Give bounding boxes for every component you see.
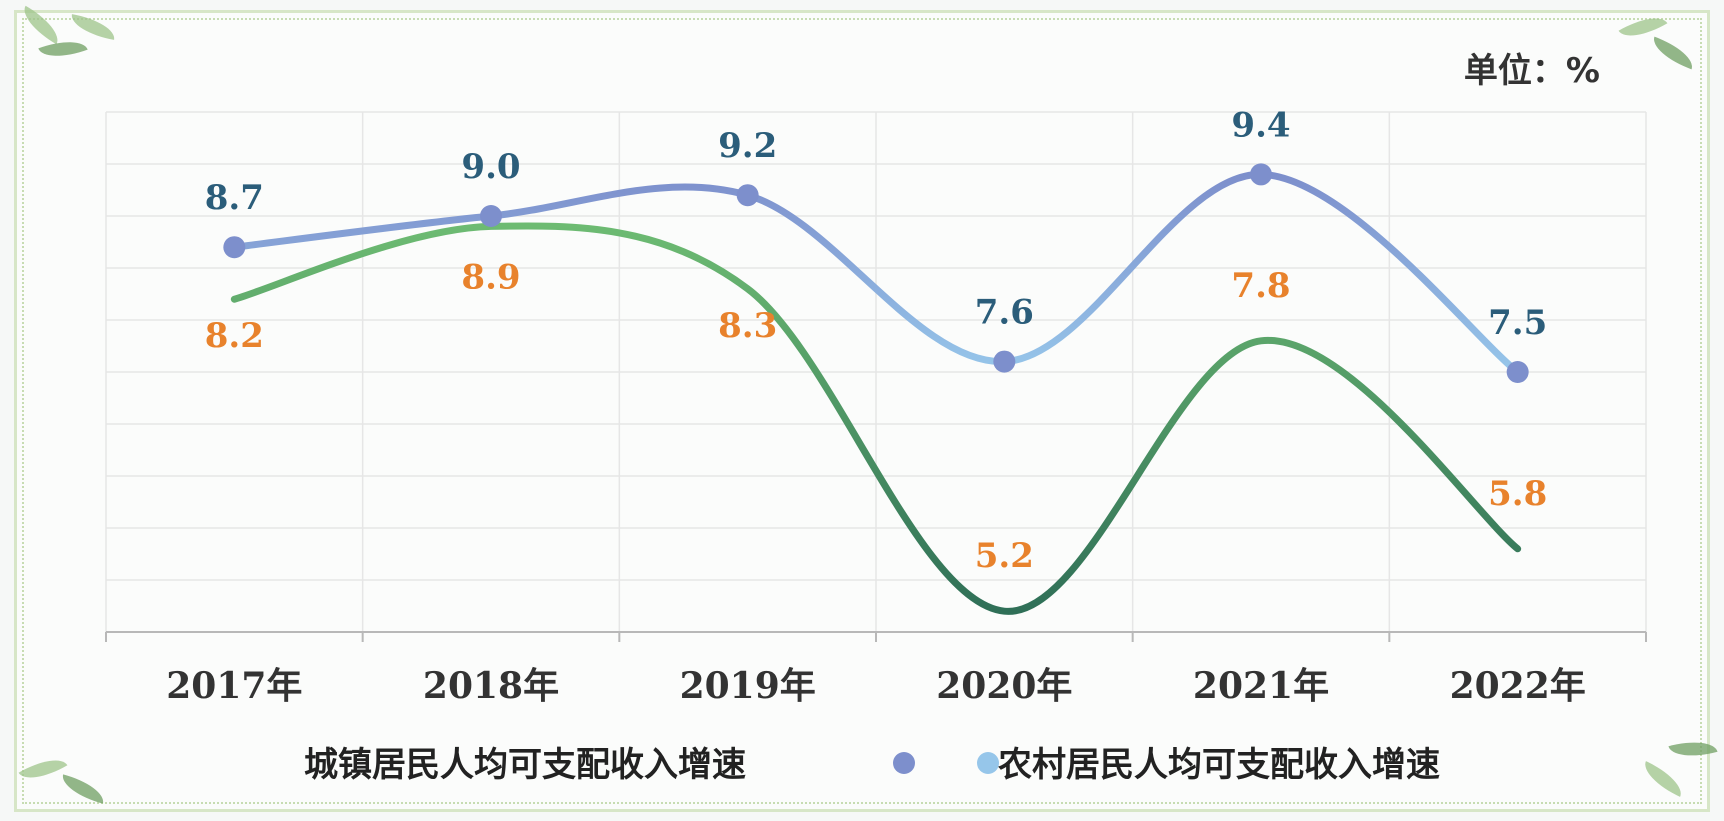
x-tick-label: 2021年 xyxy=(1193,665,1329,707)
rural-data-label: 8.7 xyxy=(205,178,264,218)
rural-data-label: 9.0 xyxy=(461,147,520,187)
legend-label-urban: 城镇居民人均可支配收入增速 xyxy=(304,745,746,785)
rural-point xyxy=(480,205,502,227)
series-layer xyxy=(223,163,1529,615)
rural-data-label: 7.5 xyxy=(1488,303,1547,343)
legend: 城镇居民人均可支配收入增速 农村居民人均可支配收入增速 xyxy=(208,745,1440,785)
legend-marker-right xyxy=(977,752,999,774)
x-axis: 2017年 2018年 2019年 2020年 2021年 2022年 xyxy=(105,631,1647,707)
urban-data-label: 8.2 xyxy=(205,316,264,356)
legend-label-rural: 农村居民人均可支配收入增速 xyxy=(998,745,1440,785)
grid xyxy=(105,111,1647,633)
x-tick-label: 2022年 xyxy=(1450,665,1586,707)
rural-point xyxy=(1250,163,1272,186)
data-labels: 8.7 9.0 9.2 7.6 9.4 7.5 8.2 8.9 8.3 5.2 7.8 5.8 xyxy=(205,105,1547,576)
rural-point xyxy=(993,350,1016,373)
urban-data-label: 8.9 xyxy=(461,257,520,297)
chart-frame xyxy=(14,10,1710,812)
x-tick-label: 2017年 xyxy=(166,665,302,707)
urban-data-label: 5.8 xyxy=(1488,474,1547,514)
rural-data-label: 7.6 xyxy=(975,293,1034,333)
series-line-rural xyxy=(230,170,1522,376)
x-tick-label: 2018年 xyxy=(423,665,559,707)
x-tick-label: 2020年 xyxy=(936,665,1072,707)
urban-data-label: 8.3 xyxy=(718,306,777,346)
x-tick-label: 2019年 xyxy=(680,665,816,707)
urban-data-label: 5.2 xyxy=(975,536,1034,576)
unit-label: 单位：% xyxy=(1464,51,1600,91)
rural-data-label: 9.4 xyxy=(1231,105,1290,145)
rural-data-label: 9.2 xyxy=(718,126,777,166)
urban-data-label: 7.8 xyxy=(1231,266,1290,306)
rural-point xyxy=(736,184,759,207)
legend-marker-left xyxy=(893,752,915,774)
rural-point xyxy=(1506,361,1529,383)
rural-point xyxy=(223,236,246,259)
